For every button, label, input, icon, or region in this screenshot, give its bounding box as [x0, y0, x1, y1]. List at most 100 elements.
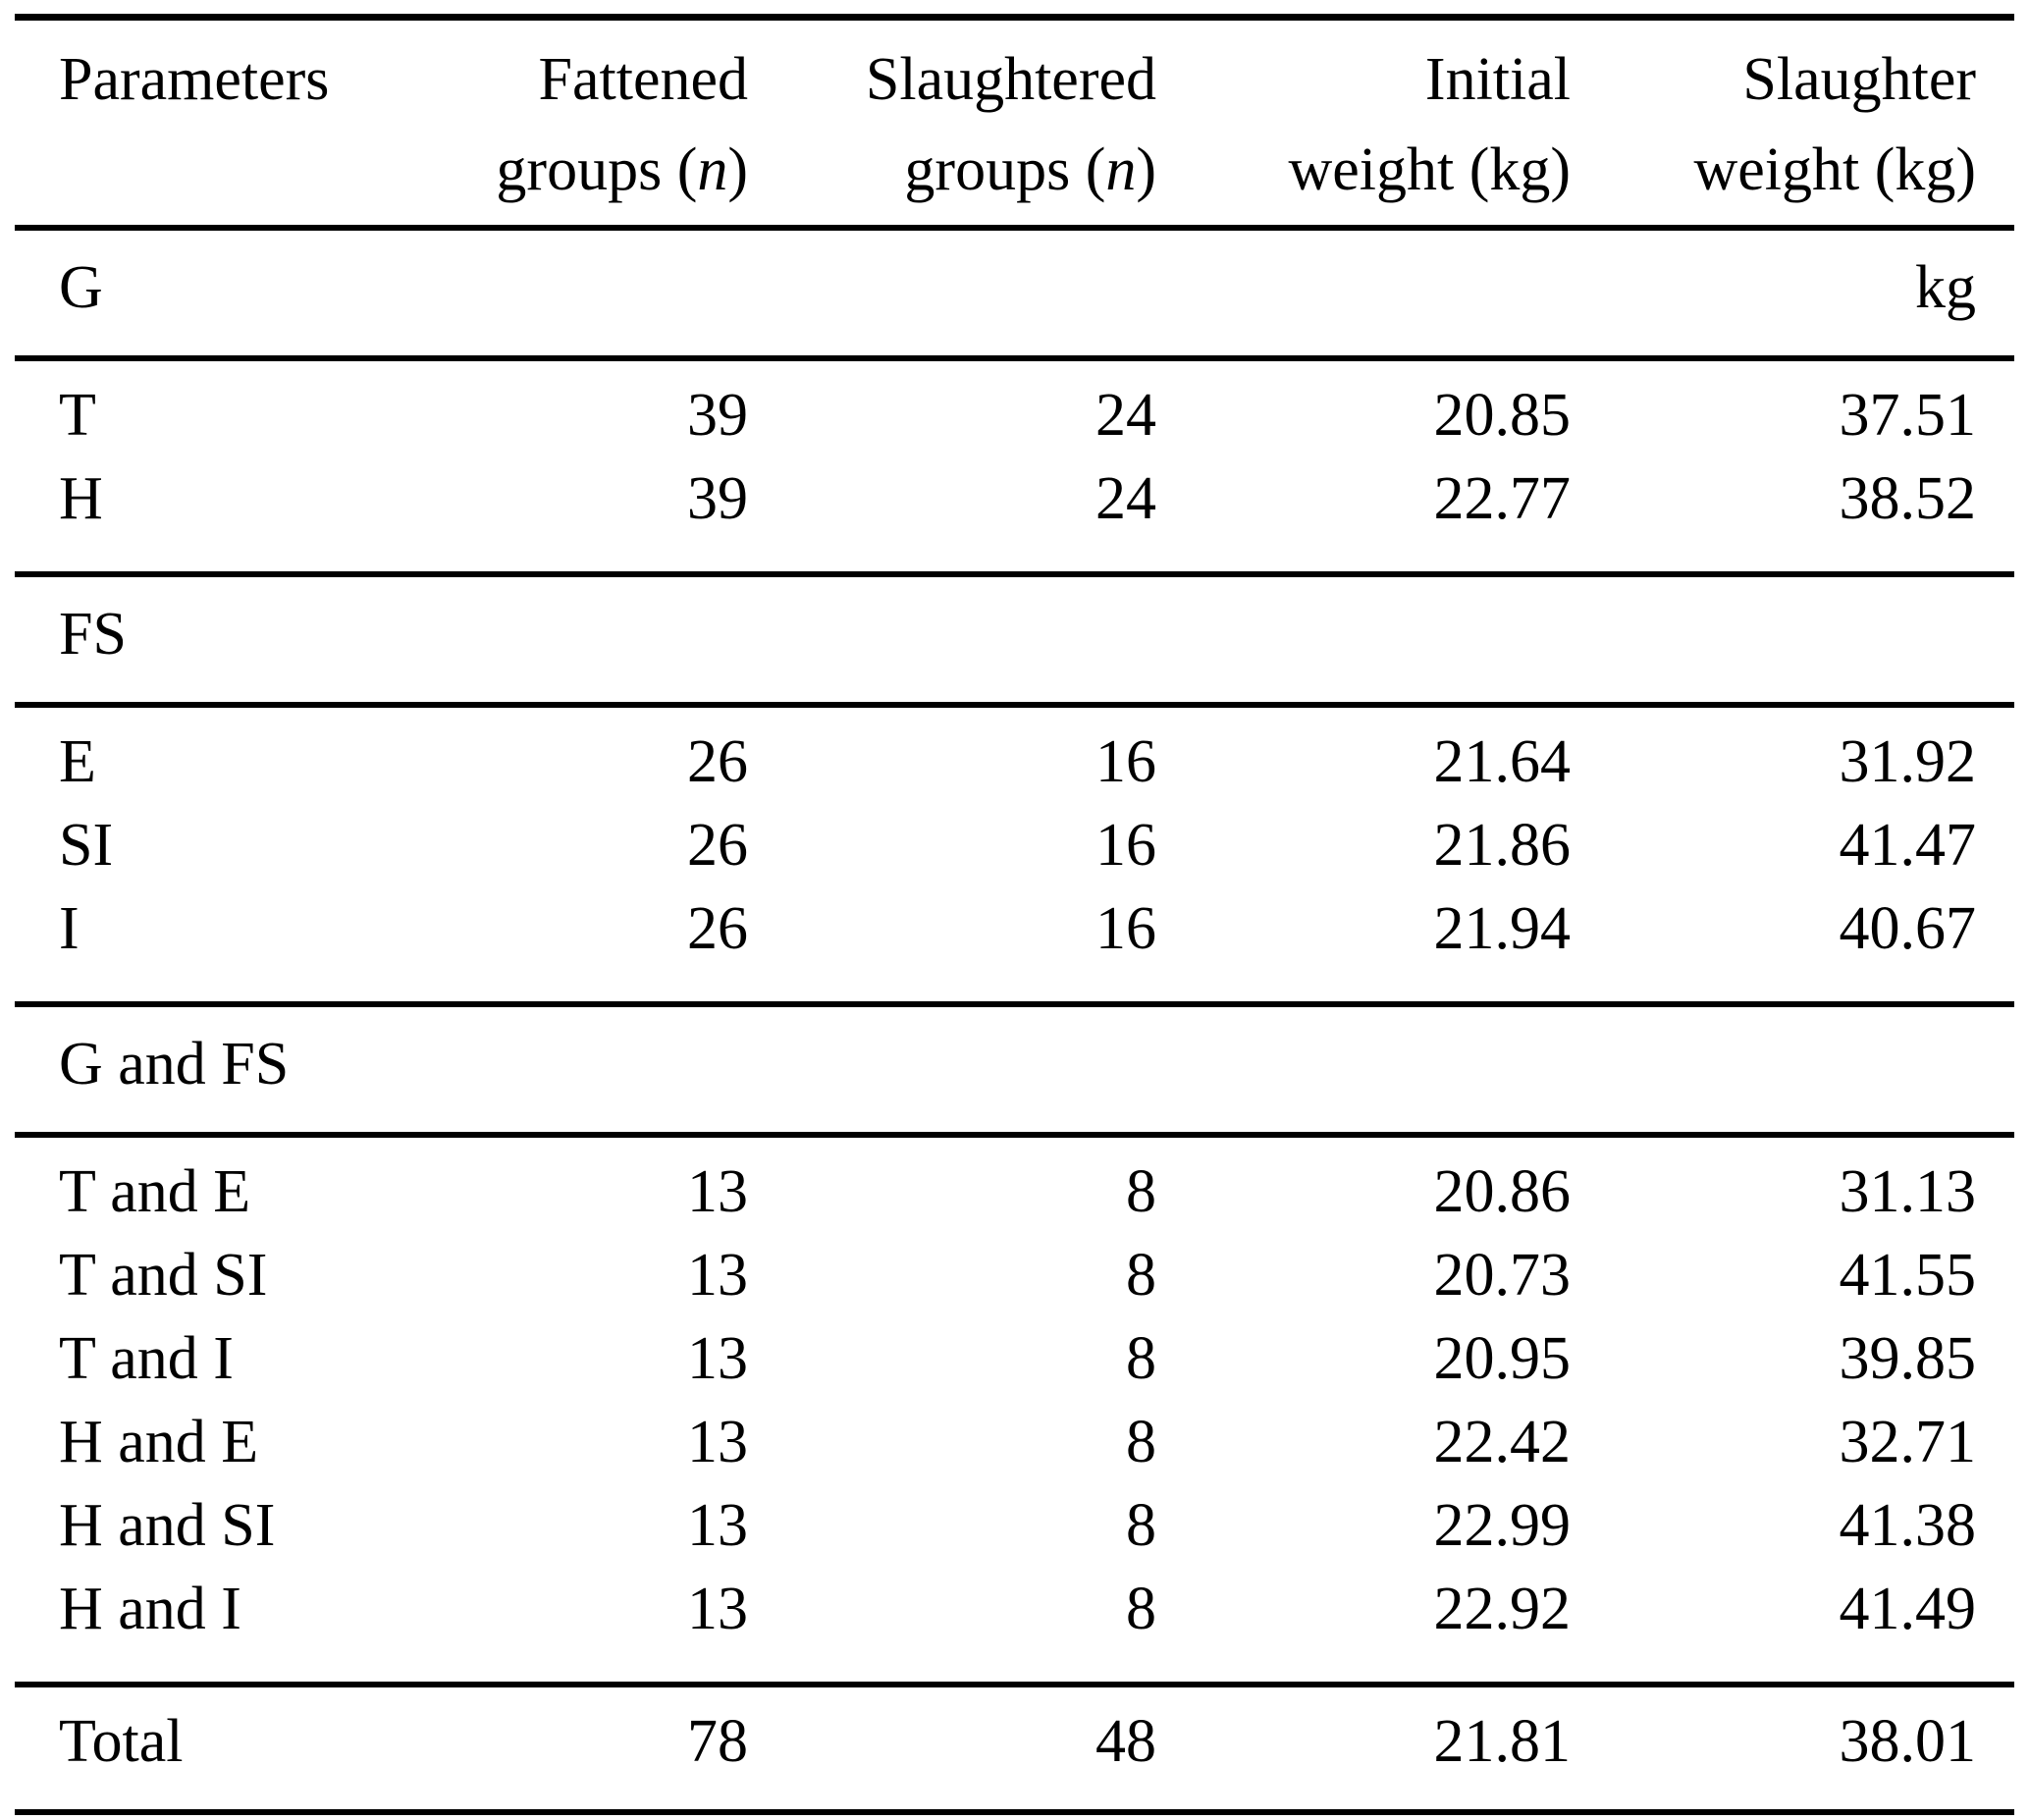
header-slaughtered-groups: Slaughtered groups (n): [748, 18, 1156, 229]
empty-cell: [358, 574, 748, 705]
fattened-value: 13: [687, 1325, 748, 1392]
header-slaughtered-n-italic: n: [1105, 136, 1137, 203]
block-fs-rows: E 26 16 21.64 31.92 SI 26 16 21.86 41.47…: [15, 705, 2014, 1004]
row-label: H: [59, 465, 103, 532]
header-slaughter-line1: Slaughter: [1742, 46, 1976, 113]
header-fattened-line2-pre: groups (: [496, 136, 698, 203]
empty-cell: [1156, 574, 1571, 705]
total-slaughter-weight-value: 38.01: [1839, 1708, 1977, 1775]
row-label: E: [59, 728, 96, 795]
table-row: I 26 16 21.94 40.67: [15, 887, 2014, 1004]
empty-cell: [1571, 574, 2014, 705]
header-initial-weight: Initial weight (kg): [1156, 18, 1571, 229]
section-row-g-and-fs: G and FS: [15, 1004, 2014, 1135]
empty-cell: [358, 1004, 748, 1135]
table-row: H 39 24 22.77 38.52: [15, 457, 2014, 574]
table-header: Parameters Fattened groups (n) Slaughter…: [15, 18, 2014, 229]
slaughter-weight-value: 31.13: [1839, 1158, 1977, 1225]
fattened-value: 39: [687, 382, 748, 449]
slaughtered-value: 8: [1126, 1576, 1156, 1642]
table-row: H and SI 13 8 22.99 41.38: [15, 1484, 2014, 1568]
slaughter-weight-value: 41.55: [1839, 1242, 1977, 1309]
fattened-value: 39: [687, 465, 748, 532]
section-label-g-and-fs: G and FS: [59, 1031, 290, 1097]
header-slaughter-line2: weight (kg): [1693, 136, 1976, 203]
initial-weight-value: 20.95: [1433, 1325, 1572, 1392]
total-row: Total 78 48 21.81 38.01: [15, 1685, 2014, 1812]
section-fs: FS: [15, 574, 2014, 705]
total-fattened-value: 78: [687, 1708, 748, 1775]
row-label: SI: [59, 812, 114, 879]
row-label: T: [59, 382, 96, 449]
initial-weight-value: 22.42: [1433, 1409, 1572, 1475]
row-label: T and SI: [59, 1242, 268, 1309]
fattened-value: 26: [687, 728, 748, 795]
slaughter-weight-value: 41.47: [1839, 812, 1977, 879]
fattened-value: 13: [687, 1492, 748, 1559]
slaughter-weight-value: 39.85: [1839, 1325, 1977, 1392]
empty-cell: [1156, 228, 1571, 358]
section-label-g: G: [59, 254, 103, 321]
header-fattened-n-italic: n: [697, 136, 728, 203]
total-slaughtered-value: 48: [1095, 1708, 1156, 1775]
slaughter-weight-value: 41.49: [1839, 1576, 1977, 1642]
slaughtered-value: 8: [1126, 1325, 1156, 1392]
row-label: H and I: [59, 1576, 241, 1642]
total-block: Total 78 48 21.81 38.01: [15, 1685, 2014, 1812]
header-slaughtered-line2-pre: groups (: [904, 136, 1106, 203]
total-label: Total: [59, 1708, 184, 1775]
unit-note-kg: kg: [1915, 254, 1976, 321]
slaughtered-value: 8: [1126, 1158, 1156, 1225]
section-row-fs: FS: [15, 574, 2014, 705]
initial-weight-value: 22.92: [1433, 1576, 1572, 1642]
slaughter-weight-value: 40.67: [1839, 895, 1977, 962]
empty-cell: [358, 228, 748, 358]
row-label: T and E: [59, 1158, 251, 1225]
slaughtered-value: 16: [1095, 812, 1156, 879]
fattened-value: 13: [687, 1242, 748, 1309]
header-fattened-line2: groups (n): [358, 125, 748, 215]
initial-weight-value: 20.85: [1433, 382, 1572, 449]
initial-weight-value: 21.64: [1433, 728, 1572, 795]
header-fattened-line2-post: ): [727, 136, 748, 203]
header-row: Parameters Fattened groups (n) Slaughter…: [15, 18, 2014, 229]
empty-cell: [748, 574, 1156, 705]
fattened-value: 13: [687, 1158, 748, 1225]
header-fattened-line1: Fattened: [538, 46, 749, 113]
section-row-g: G kg: [15, 228, 2014, 358]
table-row: T and SI 13 8 20.73 41.55: [15, 1234, 2014, 1317]
initial-weight-value: 22.77: [1433, 465, 1572, 532]
section-g-and-fs: G and FS: [15, 1004, 2014, 1135]
slaughtered-value: 24: [1095, 465, 1156, 532]
section-g: G kg: [15, 228, 2014, 358]
slaughtered-value: 16: [1095, 728, 1156, 795]
table-row: SI 26 16 21.86 41.47: [15, 804, 2014, 887]
slaughtered-value: 8: [1126, 1409, 1156, 1475]
initial-weight-value: 20.86: [1433, 1158, 1572, 1225]
header-initial-line2: weight (kg): [1288, 136, 1571, 203]
slaughter-weight-value: 38.52: [1839, 465, 1977, 532]
total-initial-weight-value: 21.81: [1433, 1708, 1572, 1775]
empty-cell: [748, 228, 1156, 358]
slaughter-weight-value: 37.51: [1839, 382, 1977, 449]
header-slaughtered-line2-post: ): [1136, 136, 1156, 203]
slaughtered-value: 16: [1095, 895, 1156, 962]
header-slaughtered-line1: Slaughtered: [865, 46, 1156, 113]
experiment-groups-table: Parameters Fattened groups (n) Slaughter…: [15, 14, 2014, 1815]
header-slaughtered-line2: groups (n): [748, 125, 1156, 215]
slaughter-weight-value: 41.38: [1839, 1492, 1977, 1559]
header-fattened-groups: Fattened groups (n): [358, 18, 748, 229]
fattened-value: 13: [687, 1409, 748, 1475]
row-label: T and I: [59, 1325, 234, 1392]
empty-cell: [1156, 1004, 1571, 1135]
row-label: H and E: [59, 1409, 259, 1475]
row-label: H and SI: [59, 1492, 276, 1559]
table-row: T 39 24 20.85 37.51: [15, 358, 2014, 457]
initial-weight-value: 21.94: [1433, 895, 1572, 962]
empty-cell: [748, 1004, 1156, 1135]
header-parameters: Parameters: [15, 18, 358, 229]
table-row: E 26 16 21.64 31.92: [15, 705, 2014, 804]
slaughter-weight-value: 31.92: [1839, 728, 1977, 795]
block-g-rows: T 39 24 20.85 37.51 H 39 24 22.77 38.52: [15, 358, 2014, 574]
fattened-value: 26: [687, 812, 748, 879]
